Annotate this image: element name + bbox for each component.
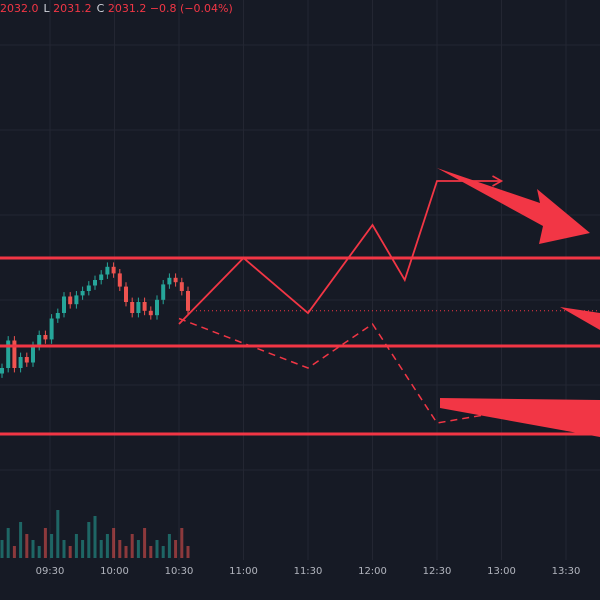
candle-body-30 bbox=[186, 291, 190, 311]
candle-body-15 bbox=[93, 280, 97, 286]
volume-bar-0 bbox=[0, 540, 4, 558]
trend-arrow-lower bbox=[440, 398, 600, 437]
volume-bar-17 bbox=[105, 534, 109, 558]
candle-body-11 bbox=[68, 296, 73, 305]
time-axis: 809:3010:0010:3011:0011:3012:0012:3013:0… bbox=[36, 566, 581, 577]
candle-body-25 bbox=[155, 299, 159, 316]
trend-arrow-down-upper bbox=[437, 168, 590, 244]
volume-bar-23 bbox=[143, 528, 147, 558]
volume-bar-12 bbox=[74, 534, 78, 558]
volume-bar-18 bbox=[112, 528, 116, 558]
ohlc-close-label: C bbox=[96, 2, 105, 15]
volume-bar-5 bbox=[31, 540, 35, 558]
volume-bar-25 bbox=[155, 540, 159, 558]
candle-body-2 bbox=[12, 340, 17, 368]
grid-lines bbox=[0, 0, 600, 560]
volume-bar-24 bbox=[149, 546, 153, 558]
ohlc-low-label: L bbox=[43, 2, 50, 15]
candle-body-3 bbox=[18, 357, 23, 368]
candle-body-24 bbox=[148, 310, 153, 316]
candle-body-27 bbox=[167, 277, 172, 285]
ohlc-legend: 2032.0 L 2031.2 C 2031.2 −0.8 (−0.04%) bbox=[0, 2, 233, 15]
time-tick-label-4: 11:00 bbox=[229, 566, 258, 577]
time-tick-label-6: 12:00 bbox=[358, 566, 387, 577]
candle-body-19 bbox=[117, 273, 122, 287]
candle-body-21 bbox=[130, 302, 135, 313]
time-tick-label-2: 10:00 bbox=[100, 566, 129, 577]
volume-bar-1 bbox=[6, 528, 10, 558]
candle-body-4 bbox=[24, 357, 29, 363]
volume-bar-7 bbox=[43, 528, 47, 558]
candle-body-29 bbox=[179, 282, 184, 291]
volume-bar-28 bbox=[174, 540, 178, 558]
time-tick-label-7: 12:30 bbox=[423, 566, 452, 577]
volume-bar-20 bbox=[124, 546, 128, 558]
candle-body-10 bbox=[62, 296, 66, 313]
candle-body-0 bbox=[0, 368, 4, 374]
volume-bars bbox=[0, 510, 190, 558]
candle-body-26 bbox=[161, 284, 166, 300]
ohlc-high-value: 2032.0 bbox=[0, 2, 39, 15]
candle-body-8 bbox=[49, 318, 54, 340]
volume-bar-30 bbox=[186, 546, 190, 558]
projection-drawings bbox=[178, 168, 600, 437]
time-tick-label-8: 13:00 bbox=[487, 566, 516, 577]
candle-body-14 bbox=[86, 285, 91, 291]
projection-solid-path bbox=[178, 180, 502, 325]
candle-body-12 bbox=[74, 295, 79, 305]
time-tick-label-9: 13:30 bbox=[552, 566, 581, 577]
volume-bar-16 bbox=[99, 540, 103, 558]
volume-bar-21 bbox=[130, 534, 134, 558]
ohlc-low-value: 2031.2 bbox=[53, 2, 92, 15]
volume-bar-13 bbox=[81, 540, 85, 558]
trend-arrow-middle bbox=[560, 307, 600, 330]
volume-bar-14 bbox=[87, 522, 91, 558]
volume-bar-10 bbox=[62, 540, 66, 558]
volume-bar-27 bbox=[167, 534, 171, 558]
volume-bar-6 bbox=[37, 546, 41, 558]
volume-bar-3 bbox=[19, 522, 23, 558]
candle-body-17 bbox=[105, 266, 110, 275]
volume-bar-19 bbox=[118, 540, 122, 558]
volume-bar-4 bbox=[25, 534, 29, 558]
candle-body-18 bbox=[111, 266, 116, 274]
volume-bar-2 bbox=[12, 546, 16, 558]
ohlc-close-value: 2031.2 bbox=[107, 2, 147, 15]
time-tick-label-5: 11:30 bbox=[294, 566, 323, 577]
volume-bar-8 bbox=[50, 534, 54, 558]
candle-body-1 bbox=[6, 340, 11, 368]
volume-bar-9 bbox=[56, 510, 60, 558]
candle-body-13 bbox=[80, 291, 85, 296]
candle-body-5 bbox=[31, 346, 35, 363]
ohlc-change: −0.8 (−0.04%) bbox=[149, 2, 233, 15]
time-tick-label-1: 09:30 bbox=[36, 566, 65, 577]
candle-body-6 bbox=[37, 335, 42, 346]
candle-body-23 bbox=[142, 302, 147, 311]
candle-body-22 bbox=[136, 302, 141, 313]
candle-body-20 bbox=[124, 286, 128, 302]
volume-bar-26 bbox=[161, 546, 165, 558]
candle-body-7 bbox=[43, 335, 48, 340]
volume-bar-22 bbox=[136, 540, 140, 558]
time-tick-label-3: 10:30 bbox=[165, 566, 194, 577]
candle-body-16 bbox=[99, 274, 104, 280]
volume-bar-29 bbox=[180, 528, 184, 558]
horizontal-levels bbox=[0, 256, 600, 436]
candle-body-9 bbox=[55, 313, 60, 319]
projection-solid-arrowhead bbox=[492, 175, 504, 187]
volume-bar-15 bbox=[93, 516, 97, 558]
candles bbox=[0, 262, 190, 378]
volume-bar-11 bbox=[68, 546, 72, 558]
projection-dashed-path bbox=[178, 317, 502, 424]
candle-body-28 bbox=[173, 277, 178, 283]
